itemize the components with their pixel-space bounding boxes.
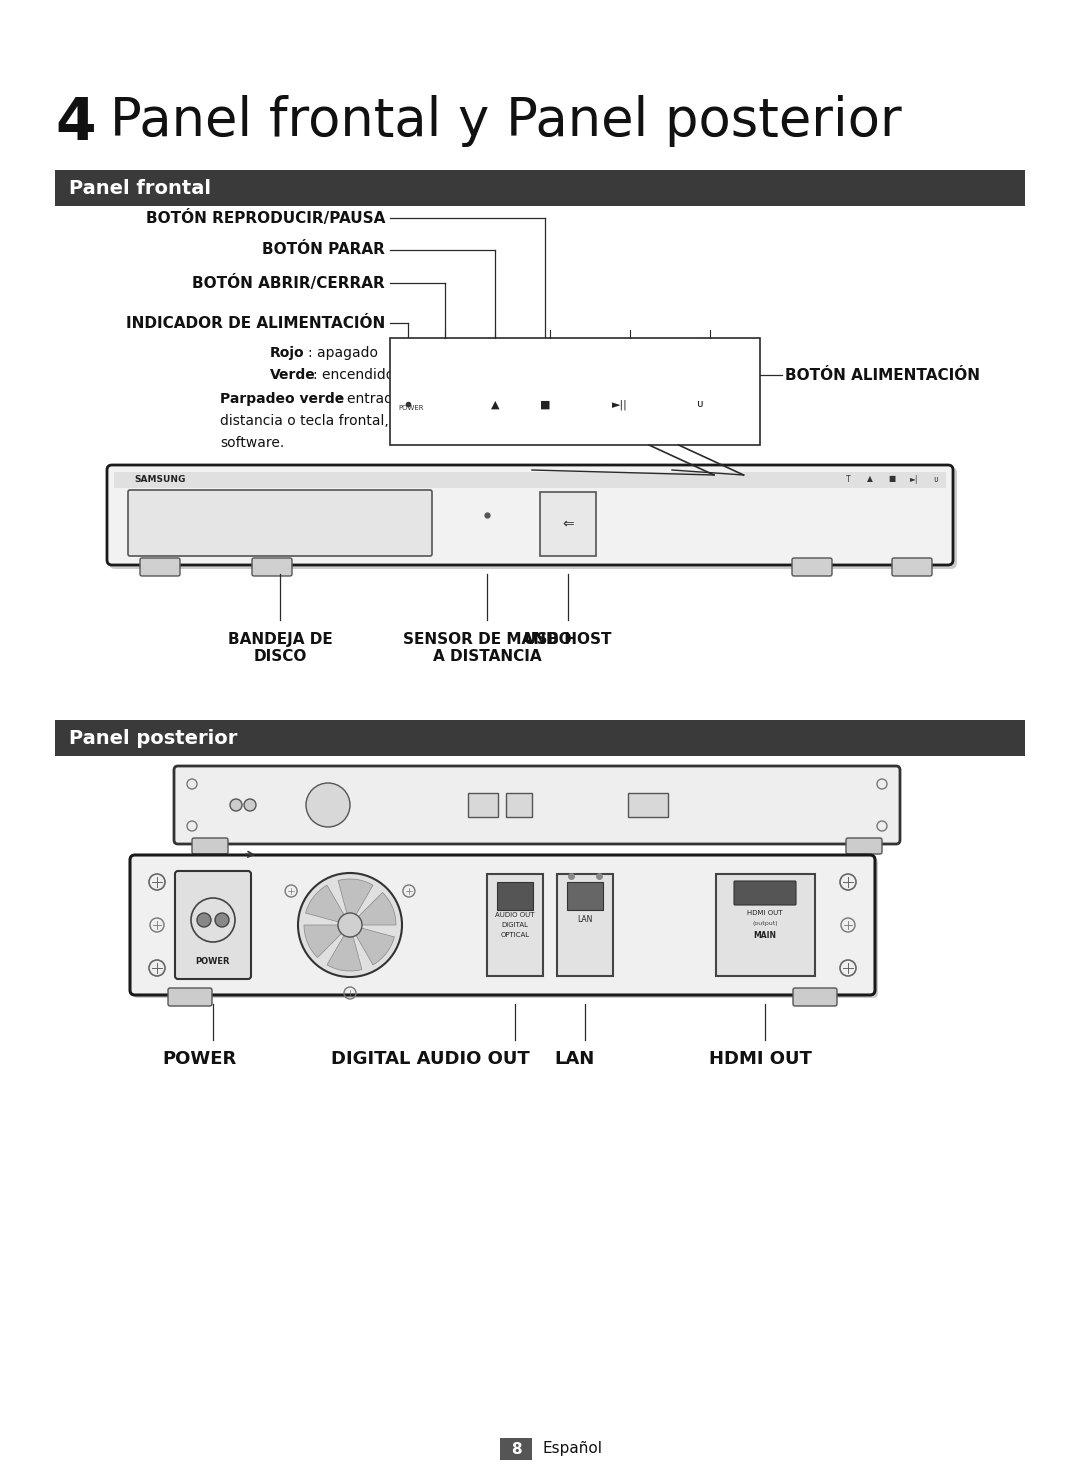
Circle shape	[306, 782, 350, 827]
FancyBboxPatch shape	[792, 558, 832, 575]
Polygon shape	[356, 929, 394, 964]
Text: BOTÓN ALIMENTACIÓN: BOTÓN ALIMENTACIÓN	[785, 367, 980, 383]
Text: Panel frontal y Panel posterior: Panel frontal y Panel posterior	[110, 95, 902, 146]
Text: USB HOST: USB HOST	[524, 632, 611, 646]
Text: POWER: POWER	[163, 1050, 238, 1068]
Text: LAN: LAN	[578, 916, 593, 924]
Text: 4: 4	[55, 95, 96, 152]
Polygon shape	[327, 935, 362, 972]
Circle shape	[230, 799, 242, 810]
Text: BOTÓN ABRIR/CERRAR: BOTÓN ABRIR/CERRAR	[192, 275, 384, 291]
FancyBboxPatch shape	[192, 839, 228, 853]
Text: ▲: ▲	[867, 475, 873, 484]
Text: Parpadeo verde: Parpadeo verde	[220, 392, 345, 407]
Bar	[507, 793, 532, 816]
Text: POWER: POWER	[195, 957, 230, 966]
Text: software.: software.	[220, 436, 284, 450]
Text: ■: ■	[889, 475, 895, 484]
Text: POWER: POWER	[399, 405, 423, 411]
Text: (output): (output)	[752, 921, 778, 926]
Text: ►|: ►|	[909, 475, 918, 484]
FancyBboxPatch shape	[168, 988, 212, 1006]
Text: MAIN: MAIN	[754, 930, 777, 939]
Text: T: T	[846, 475, 850, 484]
Bar	[114, 472, 946, 488]
Circle shape	[244, 799, 256, 810]
Text: Verde: Verde	[270, 368, 315, 382]
FancyBboxPatch shape	[793, 988, 837, 1006]
Text: ᴜ: ᴜ	[934, 475, 939, 484]
Text: ■: ■	[540, 399, 550, 410]
FancyBboxPatch shape	[487, 874, 543, 976]
Text: DIGITAL AUDIO OUT: DIGITAL AUDIO OUT	[330, 1050, 529, 1068]
Text: BANDEJA DE
DISCO: BANDEJA DE DISCO	[228, 632, 333, 664]
Bar	[468, 793, 498, 816]
Text: distancia o tecla frontal, actualización de: distancia o tecla frontal, actualización…	[220, 414, 507, 427]
Bar	[497, 881, 534, 910]
Text: : apagado: : apagado	[308, 346, 378, 359]
Bar	[55, 720, 1025, 756]
Polygon shape	[359, 892, 396, 924]
Text: ►||: ►||	[612, 399, 627, 410]
FancyBboxPatch shape	[557, 874, 613, 976]
Circle shape	[298, 873, 402, 978]
FancyBboxPatch shape	[133, 858, 878, 998]
FancyBboxPatch shape	[252, 558, 292, 575]
Text: ᴜ: ᴜ	[697, 399, 703, 410]
Bar	[627, 793, 669, 816]
Text: SAMSUNG: SAMSUNG	[134, 475, 186, 484]
Text: Panel frontal: Panel frontal	[69, 179, 211, 198]
Text: OPTICAL: OPTICAL	[500, 932, 529, 938]
Text: HDMI OUT: HDMI OUT	[708, 1050, 811, 1068]
FancyBboxPatch shape	[174, 766, 900, 845]
Polygon shape	[338, 879, 373, 914]
Text: SENSOR DE MANDO
A DISTANCIA: SENSOR DE MANDO A DISTANCIA	[403, 632, 571, 664]
Bar	[500, 1438, 532, 1460]
FancyBboxPatch shape	[175, 871, 251, 979]
Text: Español: Español	[542, 1442, 602, 1457]
FancyBboxPatch shape	[130, 855, 875, 995]
Text: ▲: ▲	[490, 399, 499, 410]
Text: ⇐: ⇐	[563, 518, 573, 531]
Text: DIGITAL: DIGITAL	[501, 921, 528, 927]
Circle shape	[197, 913, 211, 927]
Text: HDMI OUT: HDMI OUT	[747, 910, 783, 916]
Bar	[55, 170, 1025, 206]
Circle shape	[338, 913, 362, 938]
FancyBboxPatch shape	[107, 464, 953, 565]
FancyBboxPatch shape	[892, 558, 932, 575]
FancyBboxPatch shape	[540, 493, 596, 556]
Polygon shape	[306, 884, 345, 921]
Text: 8: 8	[511, 1442, 522, 1457]
FancyBboxPatch shape	[846, 839, 882, 853]
Bar	[567, 881, 603, 910]
Text: LAN: LAN	[555, 1050, 595, 1068]
Text: : entrada de mando a: : entrada de mando a	[338, 392, 489, 407]
Circle shape	[215, 913, 229, 927]
Polygon shape	[303, 924, 341, 957]
Text: INDICADOR DE ALIMENTACIÓN: INDICADOR DE ALIMENTACIÓN	[125, 315, 384, 330]
FancyBboxPatch shape	[109, 467, 957, 569]
Text: Panel posterior: Panel posterior	[69, 729, 238, 747]
FancyBboxPatch shape	[715, 874, 814, 976]
FancyBboxPatch shape	[140, 558, 180, 575]
Text: BOTÓN REPRODUCIR/PAUSA: BOTÓN REPRODUCIR/PAUSA	[146, 210, 384, 226]
Text: Rojo: Rojo	[270, 346, 305, 359]
Bar	[390, 339, 760, 445]
Text: : encendido: : encendido	[313, 368, 394, 382]
Text: BOTÓN PARAR: BOTÓN PARAR	[262, 243, 384, 257]
FancyBboxPatch shape	[129, 490, 432, 556]
Text: AUDIO OUT: AUDIO OUT	[496, 913, 535, 918]
FancyBboxPatch shape	[734, 881, 796, 905]
